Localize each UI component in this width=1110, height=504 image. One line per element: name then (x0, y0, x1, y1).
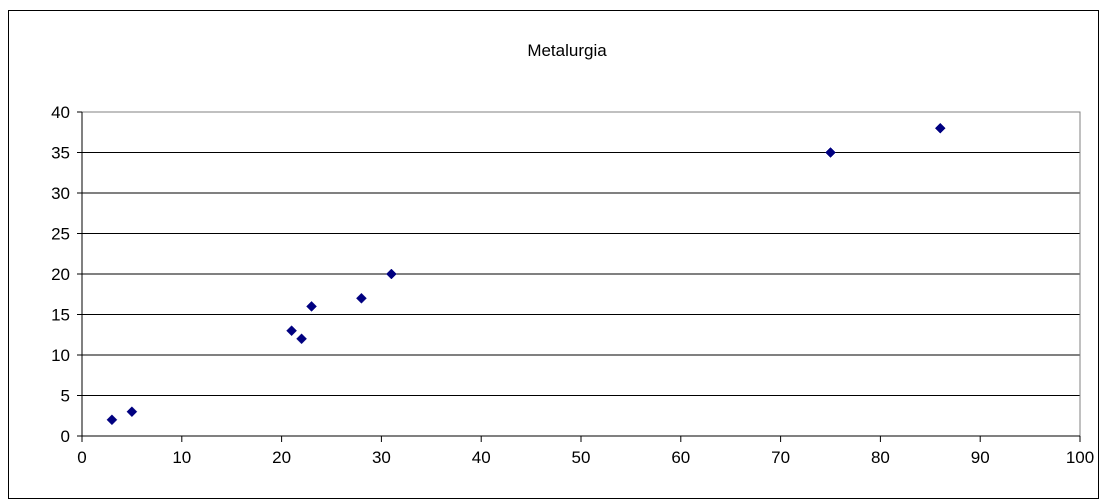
y-tick-label: 20 (51, 265, 70, 284)
y-tick-label: 5 (61, 387, 70, 406)
data-point (106, 414, 118, 426)
data-point (306, 301, 317, 312)
data-point (356, 292, 367, 304)
gridlines (82, 111, 1080, 396)
y-tick-label: 40 (51, 103, 70, 122)
y-tick-label: 30 (51, 184, 70, 203)
data-point (825, 147, 836, 158)
x-tick-label: 30 (372, 448, 391, 467)
y-tick-label: 35 (51, 144, 70, 163)
x-tick-label: 80 (871, 448, 890, 467)
x-tick-label: 90 (971, 448, 990, 467)
data-point (386, 268, 397, 280)
x-tick-label: 70 (771, 448, 790, 467)
data-point (934, 122, 946, 134)
data-point (286, 325, 297, 337)
y-tick-label: 15 (51, 306, 70, 325)
chart-frame (8, 10, 1099, 499)
y-tick-label: 10 (51, 346, 70, 365)
y-tick-label: 0 (61, 427, 70, 446)
data-point (126, 406, 138, 418)
x-tick-label: 100 (1066, 448, 1094, 467)
x-tick-label: 50 (572, 448, 591, 467)
data-points (106, 122, 946, 426)
x-tick-label: 20 (272, 448, 291, 467)
x-tick-label: 60 (671, 448, 690, 467)
x-tick-label: 10 (172, 448, 191, 467)
chart-title: Metalurgia (527, 41, 607, 60)
data-point (296, 333, 307, 345)
x-tick-label: 40 (472, 448, 491, 467)
y-tick-label: 25 (51, 225, 70, 244)
x-axis-ticks: 0 10 20 30 40 50 60 70 80 90 100 (77, 436, 1094, 467)
x-tick-label: 0 (77, 448, 86, 467)
y-axis-ticks: 0 5 10 15 20 25 30 35 40 (51, 103, 82, 446)
